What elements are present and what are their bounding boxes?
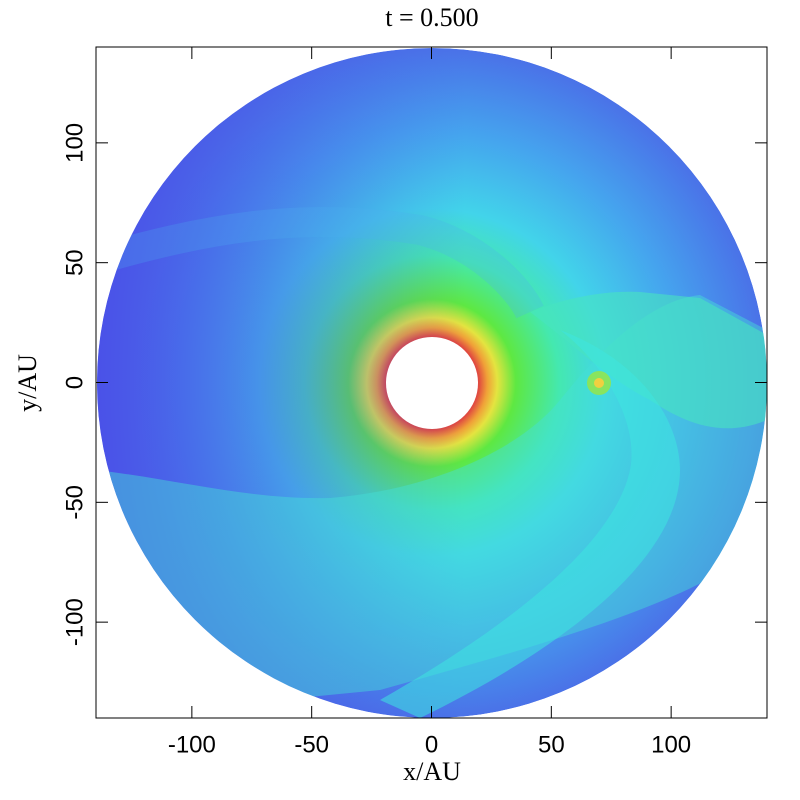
x-tick-label: 50 bbox=[538, 731, 565, 758]
y-tick-label: 100 bbox=[61, 123, 88, 163]
x-tick-label: -100 bbox=[168, 731, 216, 758]
chart-title: t = 0.500 bbox=[385, 3, 478, 32]
x-tick-label: 0 bbox=[425, 731, 438, 758]
x-tick-label: -50 bbox=[294, 731, 329, 758]
y-tick-label: 50 bbox=[61, 249, 88, 276]
disk-image bbox=[97, 48, 767, 718]
y-tick-label: -100 bbox=[61, 598, 88, 646]
x-tick-label: 100 bbox=[651, 731, 691, 758]
y-axis-label: y/AU bbox=[13, 354, 42, 412]
y-tick-label: 0 bbox=[61, 376, 88, 389]
y-tick-label: -50 bbox=[61, 485, 88, 520]
x-axis-label: x/AU bbox=[403, 757, 461, 786]
